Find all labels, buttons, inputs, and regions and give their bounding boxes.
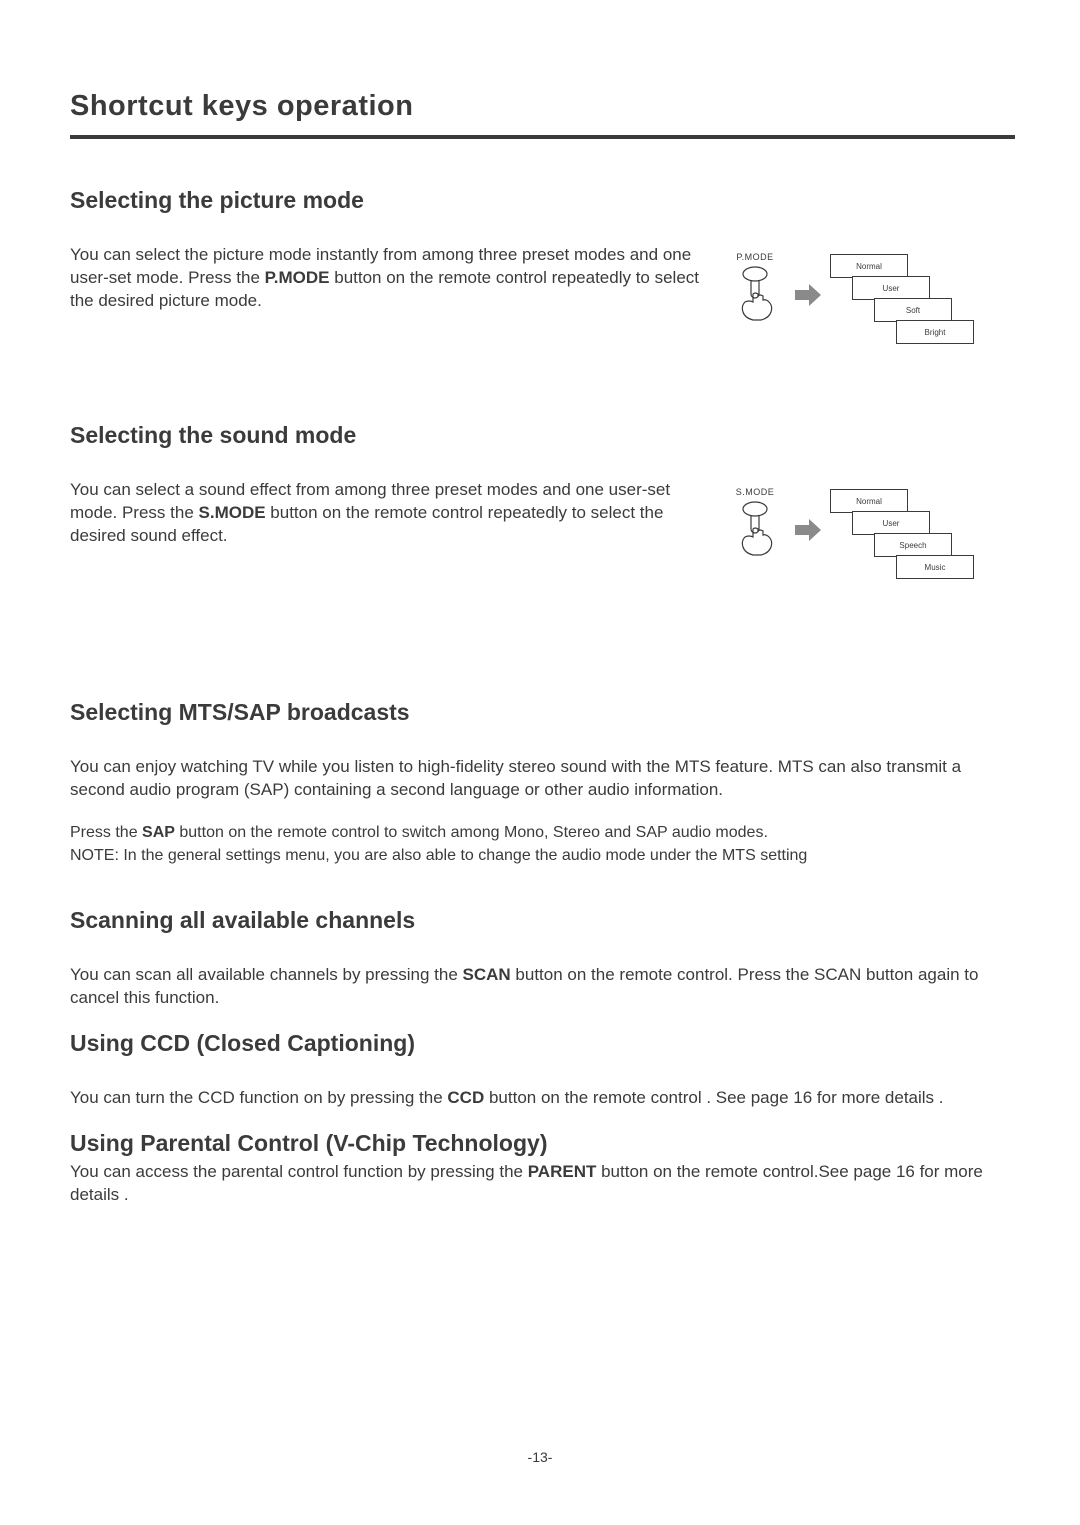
smode-option-user: User [852,511,930,535]
hand-press-icon [733,266,777,322]
page-title: Shortcut keys operation [70,90,1015,123]
title-rule [70,135,1015,139]
picture-mode-row: You can select the picture mode instantl… [70,244,1015,364]
sound-mode-body: You can select a sound effect from among… [70,479,705,548]
sound-mode-heading: Selecting the sound mode [70,422,1015,449]
sound-mode-row: You can select a sound effect from among… [70,479,1015,599]
ccd-body-b: button on the remote control . See page … [484,1088,943,1107]
ccd-body-bold: CCD [447,1088,484,1107]
parental-body-a: You can access the parental control func… [70,1162,528,1181]
mts-body2: Press the SAP button on the remote contr… [70,822,1015,844]
scan-body-bold: SCAN [463,965,511,984]
picture-mode-heading: Selecting the picture mode [70,187,1015,214]
ccd-body-a: You can turn the CCD function on by pres… [70,1088,447,1107]
mts-body2-a: Press the [70,824,142,841]
mts-note: NOTE: In the general settings menu, you … [70,845,1015,867]
parental-heading: Using Parental Control (V-Chip Technolog… [70,1130,1015,1157]
arrow-icon [795,284,821,311]
smode-button-label: S.MODE [725,487,785,497]
pmode-option-bright: Bright [896,320,974,344]
page-number: -13- [0,1449,1080,1465]
scan-body-a: You can scan all available channels by p… [70,965,463,984]
arrow-icon [795,519,821,546]
mts-body2-bold: SAP [142,824,175,841]
mts-heading: Selecting MTS/SAP broadcasts [70,699,1015,726]
mts-body2-b: button on the remote control to switch a… [175,824,768,841]
parental-body: You can access the parental control func… [70,1161,1015,1207]
pmode-option-soft: Soft [874,298,952,322]
hand-press-icon [733,501,777,557]
mts-body1: You can enjoy watching TV while you list… [70,756,1015,802]
picture-mode-body-bold: P.MODE [265,268,330,287]
pmode-button-label: P.MODE [725,252,785,262]
smode-hand-diagram: S.MODE [725,487,785,562]
scan-body: You can scan all available channels by p… [70,964,1015,1010]
ccd-body: You can turn the CCD function on by pres… [70,1087,1015,1110]
parental-body-bold: PARENT [528,1162,597,1181]
pmode-hand-diagram: P.MODE [725,252,785,327]
pmode-option-user: User [852,276,930,300]
document-page: Shortcut keys operation Selecting the pi… [0,0,1080,1525]
smode-option-music: Music [896,555,974,579]
ccd-heading: Using CCD (Closed Captioning) [70,1030,1015,1057]
scan-heading: Scanning all available channels [70,907,1015,934]
smode-option-normal: Normal [830,489,908,513]
sound-mode-body-bold: S.MODE [199,503,266,522]
smode-option-speech: Speech [874,533,952,557]
pmode-option-normal: Normal [830,254,908,278]
picture-mode-body: You can select the picture mode instantl… [70,244,705,313]
